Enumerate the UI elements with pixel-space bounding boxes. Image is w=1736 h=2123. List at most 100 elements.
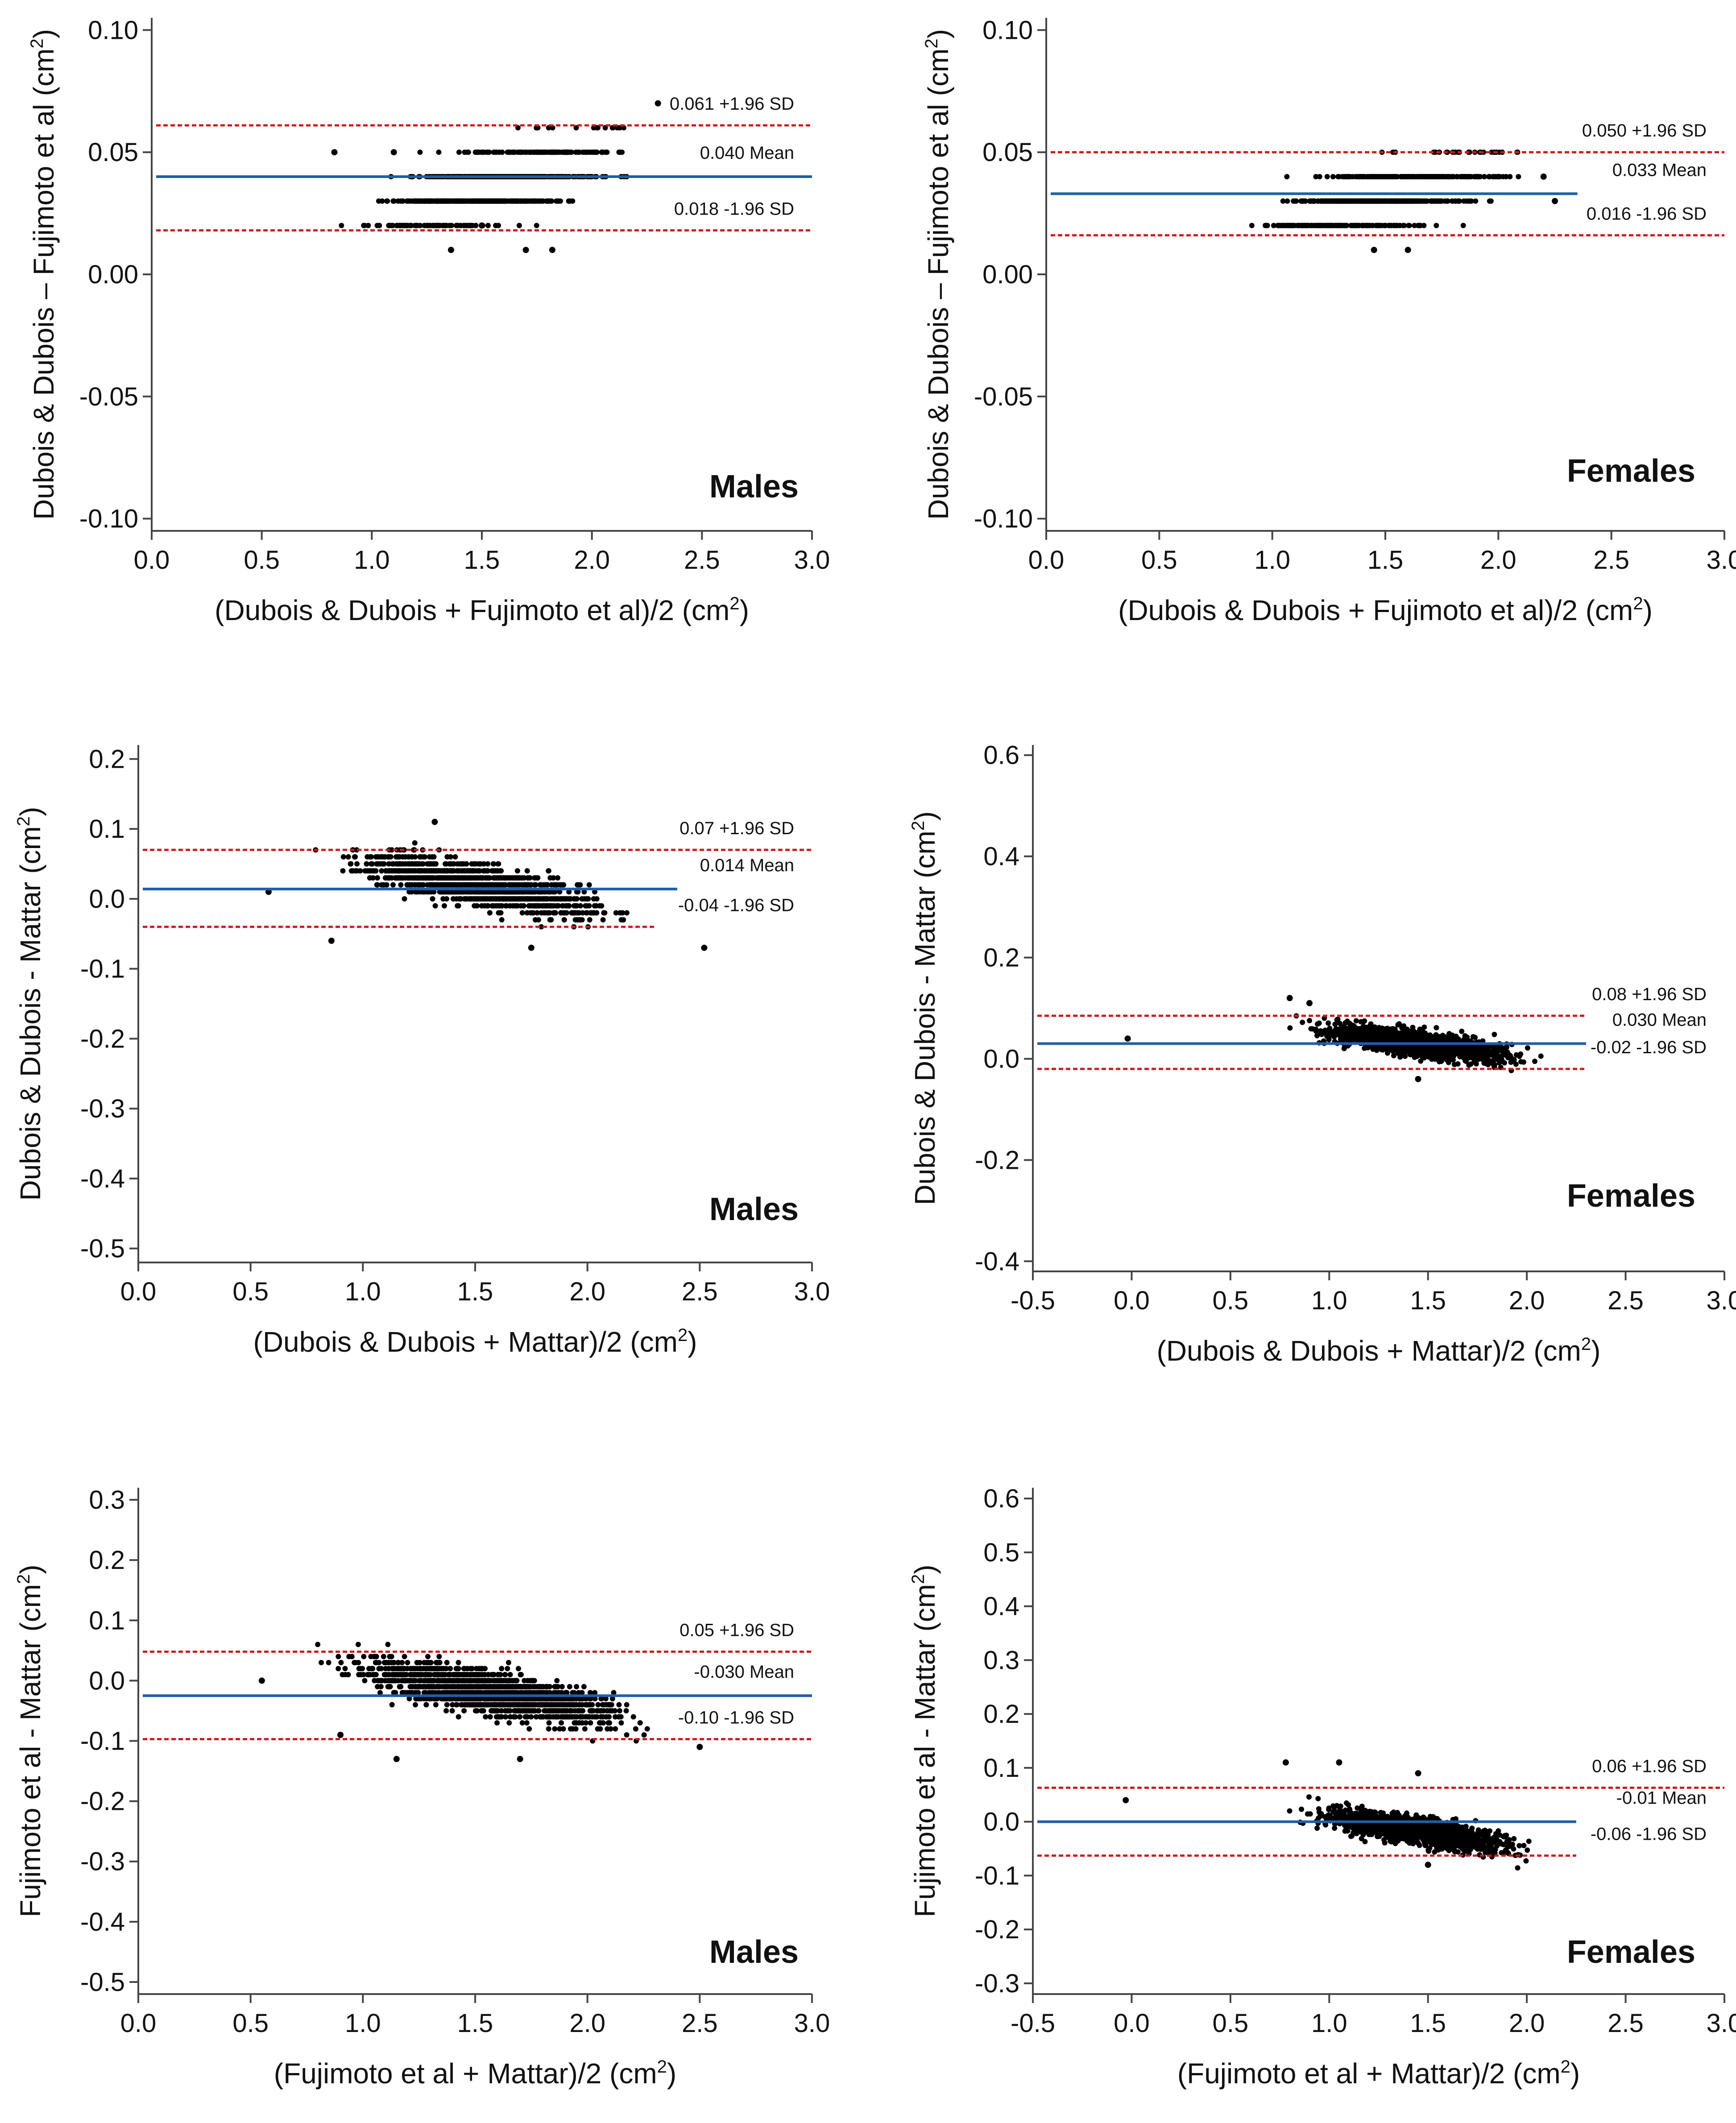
x-tick-label: 3.0: [794, 1277, 830, 1306]
data-point: [449, 223, 455, 228]
data-point: [600, 917, 606, 923]
data-point: [1279, 223, 1285, 228]
data-point: [1398, 198, 1404, 204]
data-point: [1384, 1050, 1390, 1056]
outlier-point: [390, 149, 397, 156]
limit-annotation: 0.08 +1.96 SD: [1592, 985, 1707, 1004]
data-point: [1356, 1031, 1362, 1037]
data-point: [537, 903, 543, 909]
y-tick-label: 0.00: [88, 260, 138, 289]
y-axis-title: Dubois & Dubois – Fujimoto et al (cm2): [922, 29, 954, 520]
data-point: [1396, 1033, 1402, 1039]
data-point: [1324, 174, 1330, 179]
data-point: [591, 910, 597, 916]
data-point: [496, 861, 501, 867]
data-point: [490, 861, 496, 867]
data-point: [1493, 1047, 1499, 1053]
data-point: [1333, 198, 1338, 204]
y-tick-label: 0.4: [983, 842, 1019, 871]
data-point: [451, 861, 457, 867]
data-point: [1382, 223, 1388, 228]
panel-label: Females: [1567, 453, 1695, 489]
y-tick-label: -0.05: [79, 382, 138, 411]
data-point: [444, 854, 450, 860]
data-point: [374, 875, 380, 881]
data-point: [1518, 1051, 1524, 1057]
data-point: [443, 861, 449, 867]
scatter-points: [1249, 149, 1558, 253]
data-point: [591, 896, 597, 902]
data-point: [393, 854, 399, 860]
data-point: [1390, 149, 1396, 155]
data-point: [555, 875, 560, 881]
data-point: [414, 882, 420, 888]
data-point: [458, 198, 464, 204]
data-point: [1389, 174, 1395, 179]
data-point: [1363, 1033, 1369, 1039]
data-point: [394, 875, 400, 881]
data-point: [508, 198, 514, 204]
limit-annotation: 0.018 -1.96 SD: [674, 199, 794, 219]
y-tick-label: 0.0: [89, 1666, 125, 1695]
data-point: [1461, 1036, 1467, 1042]
data-point: [354, 861, 360, 867]
data-point: [527, 896, 533, 902]
data-point: [389, 847, 395, 853]
data-point: [1287, 1025, 1293, 1031]
data-point: [1362, 1018, 1367, 1024]
data-point: [592, 889, 598, 895]
data-point: [414, 889, 420, 895]
outlier-point: [549, 247, 555, 253]
data-point: [409, 882, 415, 888]
data-point: [436, 149, 442, 155]
y-tick-label: -0.2: [975, 1146, 1019, 1175]
data-point: [1444, 198, 1450, 204]
data-point: [415, 868, 421, 874]
data-point: [476, 868, 482, 874]
data-point: [1436, 198, 1442, 204]
data-point: [467, 882, 473, 888]
data-point: [1469, 1047, 1475, 1053]
data-point: [1417, 1033, 1423, 1039]
data-point: [1481, 174, 1487, 179]
data-point: [1460, 223, 1466, 228]
outlier-point: [701, 944, 708, 951]
data-point: [506, 882, 512, 888]
data-point: [561, 896, 567, 902]
data-point: [464, 223, 469, 228]
data-point: [624, 910, 630, 916]
data-point: [1315, 223, 1321, 228]
data-point: [1451, 174, 1457, 179]
data-point: [516, 223, 522, 228]
data-point: [1325, 223, 1330, 228]
data-point: [1437, 1058, 1442, 1064]
outlier-point: [431, 819, 438, 825]
data-point: [1339, 1027, 1345, 1033]
data-point: [345, 854, 351, 860]
chart-panel-p3: -0.5-0.4-0.3-0.2-0.10.00.10.20.0 0.5 1.0 1.…: [14, 745, 830, 1358]
data-point: [1284, 174, 1290, 179]
data-point: [1438, 1047, 1443, 1053]
data-point: [1505, 1055, 1511, 1060]
x-axis-title: (Dubois & Dubois + Fujimoto et al)/2 (cm…: [1118, 594, 1653, 626]
x-tick-label: 2.5: [1593, 546, 1629, 575]
data-point: [452, 854, 458, 860]
data-point: [1383, 198, 1389, 204]
data-point: [376, 198, 381, 204]
data-point: [575, 149, 580, 155]
data-point: [544, 198, 550, 204]
x-tick-label: 2.5: [684, 546, 720, 575]
data-point: [1340, 198, 1346, 204]
data-point: [1434, 1025, 1439, 1030]
panel-label: Males: [709, 1192, 799, 1227]
data-point: [1445, 174, 1451, 179]
y-axis-title: Dubois & Dubois – Fujimoto et al (cm2): [27, 29, 60, 520]
data-point: [1431, 149, 1437, 155]
data-point: [465, 149, 471, 155]
data-point: [534, 198, 539, 204]
data-point: [1329, 223, 1334, 228]
data-point: [1333, 1026, 1339, 1031]
data-point: [1466, 174, 1472, 179]
data-point: [374, 882, 380, 888]
